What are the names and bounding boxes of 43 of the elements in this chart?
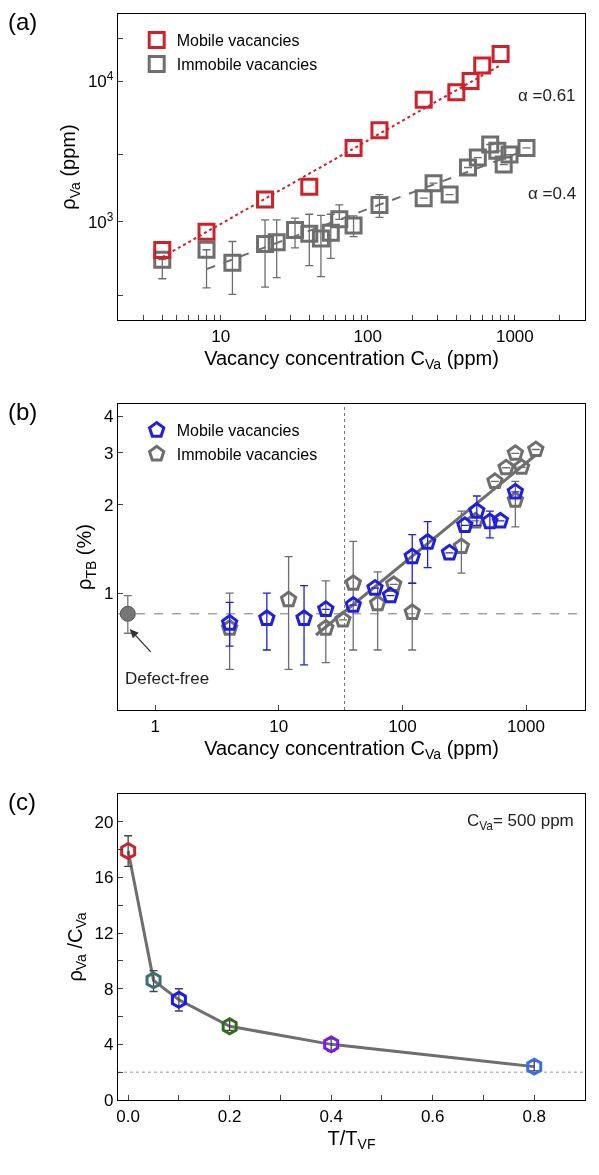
legend-label: Immobile vacancies	[176, 446, 318, 464]
y-tick-label: 3	[103, 443, 114, 463]
x-tick-label: 0.2	[217, 1106, 242, 1126]
x-tick-label: 1000	[495, 326, 534, 346]
point	[170, 990, 187, 1009]
x-tick-label: 0.0	[116, 1106, 140, 1126]
chart-title: (b)	[8, 398, 38, 426]
legend-label: Immobile vacancies	[176, 56, 318, 74]
legend-label: Mobile vacancies	[176, 32, 300, 50]
chart-title: (a)	[8, 8, 38, 36]
point	[120, 842, 137, 861]
y-tick-label: 1	[103, 584, 114, 604]
x-tick-label: 1	[150, 716, 160, 736]
annotation: Defect-free	[125, 669, 210, 688]
x-axis-title: Vacancy concentration C$_{Va}$ (ppm)	[204, 347, 499, 373]
x-tick-label: 0.8	[522, 1106, 547, 1126]
annotation: α =0.61	[518, 86, 576, 105]
x-axis-title: T/T$_{VF}$	[327, 1127, 376, 1153]
x-axis-title: Vacancy concentration C$_{Va}$ (ppm)	[204, 737, 499, 763]
annotation: C$_{Va}$= 500 ppm	[467, 811, 574, 833]
x-tick-label: 100	[388, 716, 417, 736]
point	[323, 1035, 340, 1054]
x-tick-label: 10	[269, 716, 289, 736]
chart-title: (c)	[8, 788, 36, 816]
y-tick-label: 0	[103, 1090, 114, 1110]
legend-label: Mobile vacancies	[176, 422, 300, 440]
x-tick-label: 0.4	[319, 1106, 344, 1126]
y-tick-label: 2	[103, 495, 114, 515]
y-tick-label: 10$^{3}$	[87, 209, 114, 232]
y-tick-label: 4	[103, 1035, 114, 1055]
y-tick-label: 10$^{4}$	[87, 68, 114, 92]
x-tick-label: 1000	[507, 716, 545, 736]
x-tick-label: 10	[211, 326, 231, 346]
y-tick-label: 4	[103, 407, 114, 427]
annotation: α =0.4	[528, 184, 577, 203]
x-tick-label: 0.6	[420, 1106, 445, 1126]
y-tick-label: 12	[94, 924, 114, 944]
point	[526, 1057, 543, 1076]
y-tick-label: 20	[94, 812, 114, 832]
y-tick-label: 16	[94, 868, 114, 888]
y-tick-label: 8	[103, 979, 114, 999]
x-tick-label: 100	[353, 326, 382, 346]
point	[221, 1017, 238, 1036]
